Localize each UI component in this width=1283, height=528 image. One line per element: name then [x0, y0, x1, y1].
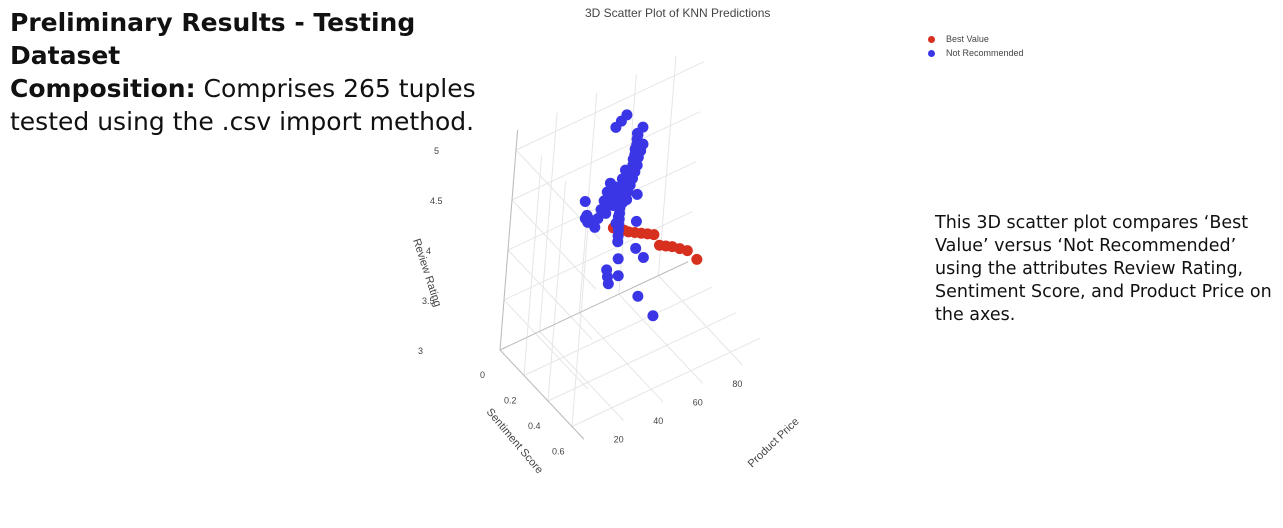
chart-grid — [499, 55, 761, 440]
point-not-recommended — [603, 199, 615, 211]
y-tick-label: 0 — [480, 370, 485, 380]
composition-text: Comprises 265 tuples tested using the .c… — [10, 74, 476, 136]
grid-line — [499, 261, 689, 351]
chart-ticks: 3 3.5 4 4.5 5 0 0.2 0.4 0.6 20 40 60 80 — [418, 146, 742, 457]
grid-line — [547, 180, 567, 402]
z-tick-label: 3 — [418, 346, 423, 356]
grid-line — [507, 249, 593, 340]
slide-heading: Preliminary Results - Testing Dataset Co… — [10, 6, 530, 138]
legend-item-not-recommended[interactable]: Not Recommended — [928, 46, 1024, 60]
point-not-recommended — [631, 188, 643, 200]
point-not-recommended — [612, 270, 624, 282]
point-not-recommended — [602, 278, 614, 290]
point-not-recommended — [630, 215, 642, 227]
point-not-recommended — [606, 190, 618, 202]
z-tick-label: 4.5 — [430, 196, 443, 206]
grid-line — [539, 111, 558, 332]
point-best-value — [681, 245, 693, 257]
grid-line — [515, 61, 705, 151]
point-not-recommended — [610, 121, 622, 133]
point-not-recommended — [647, 310, 659, 322]
point-not-recommended — [592, 212, 604, 224]
point-not-recommended — [632, 129, 644, 141]
x-axis-title: Product Price — [746, 416, 802, 471]
chart-description: This 3D scatter plot compares ‘Best Valu… — [935, 213, 1272, 325]
point-not-recommended — [619, 164, 631, 176]
x-tick-label: 80 — [732, 379, 742, 389]
x-tick-label: 40 — [653, 416, 663, 426]
point-best-value — [648, 229, 660, 241]
y-tick-label: 0.6 — [552, 447, 565, 457]
point-best-value — [691, 253, 703, 265]
legend-label-not-recommended: Not Recommended — [946, 48, 1024, 58]
grid-line — [511, 111, 701, 201]
grid-line — [547, 312, 737, 402]
chart-title: 3D Scatter Plot of KNN Predictions — [585, 6, 771, 20]
grid-line — [499, 349, 585, 440]
grid-line — [503, 211, 693, 301]
y-axis-title: Sentiment Score — [484, 406, 545, 476]
z-tick-label: 3.5 — [422, 296, 435, 306]
point-not-recommended — [632, 290, 644, 302]
grid-line — [503, 299, 589, 390]
grid-line — [523, 155, 543, 376]
point-not-recommended — [600, 207, 612, 219]
legend-item-best-value[interactable]: Best Value — [928, 32, 1024, 46]
grid-line — [499, 129, 519, 351]
legend-swatch-not-recommended — [928, 49, 935, 57]
y-tick-label: 0.4 — [528, 421, 541, 431]
grid-line — [523, 286, 713, 376]
point-not-recommended — [637, 251, 649, 263]
chart-legend[interactable]: Best Value Not Recommended — [928, 32, 1024, 60]
point-not-recommended — [579, 196, 591, 208]
legend-swatch-best-value — [928, 35, 935, 43]
chart-points — [579, 109, 703, 322]
legend-label-best-value: Best Value — [946, 34, 989, 44]
x-tick-label: 20 — [614, 435, 624, 445]
grid-line — [571, 206, 591, 427]
grid-line — [539, 331, 624, 421]
slide-title-bold: Preliminary Results - Testing Dataset — [10, 8, 416, 70]
point-not-recommended — [616, 173, 628, 185]
point-not-recommended — [630, 242, 642, 254]
y-tick-label: 0.2 — [504, 396, 517, 406]
point-not-recommended — [612, 253, 624, 265]
grid-line — [658, 275, 743, 366]
grid-line — [618, 293, 704, 384]
point-not-recommended — [612, 236, 624, 248]
point-not-recommended — [631, 153, 643, 165]
z-tick-label: 5 — [434, 146, 439, 156]
point-not-recommended — [583, 213, 595, 225]
z-tick-label: 4 — [426, 246, 431, 256]
grid-line — [571, 337, 761, 427]
point-not-recommended — [609, 181, 621, 193]
grid-line — [657, 55, 677, 276]
composition-label: Composition: — [10, 74, 196, 103]
x-tick-label: 60 — [693, 397, 703, 407]
grid-line — [578, 312, 664, 403]
